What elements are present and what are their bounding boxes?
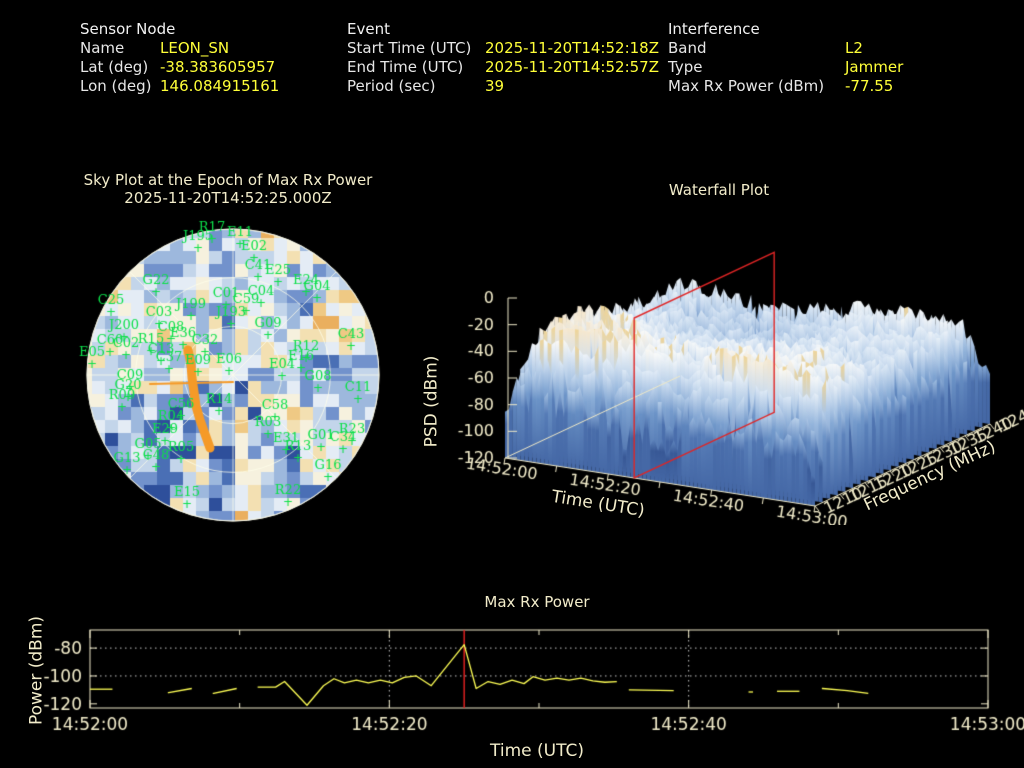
sensor-lon-row: Lon (deg) 146.084915161 — [80, 77, 279, 96]
event-period-row: Period (sec) 39 — [347, 77, 659, 96]
event-end-row: End Time (UTC) 2025-11-20T14:52:57Z — [347, 58, 659, 77]
max-rx-power-value: -77.55 — [845, 77, 894, 95]
waterfall-psd-axis-label: PSD (dBm) — [421, 355, 442, 448]
band-value: L2 — [845, 39, 863, 57]
interference-band-row: Band L2 — [668, 39, 903, 58]
sky-plot-title-line1: Sky Plot at the Epoch of Max Rx Power — [83, 171, 373, 189]
start-time-label: Start Time (UTC) — [347, 39, 472, 57]
sky-plot-canvas — [40, 212, 430, 552]
end-time-value: 2025-11-20T14:52:57Z — [485, 58, 659, 76]
period-label: Period (sec) — [347, 77, 436, 95]
event-title: Event — [347, 20, 390, 38]
type-value: Jammer — [845, 58, 904, 76]
power-axis-label: Power (dBm) — [26, 615, 47, 726]
interference-type-row: Type Jammer — [668, 58, 903, 77]
end-time-label: End Time (UTC) — [347, 58, 464, 76]
lon-label: Lon (deg) — [80, 77, 152, 95]
event-panel: Event Start Time (UTC) 2025-11-20T14:52:… — [347, 20, 659, 96]
interference-title: Interference — [668, 20, 760, 38]
sky-plot-title: Sky Plot at the Epoch of Max Rx Power 20… — [33, 171, 423, 207]
sensor-name-row: Name LEON_SN — [80, 39, 279, 58]
time-axis-label: Time (UTC) — [490, 741, 584, 761]
lon-value: 146.084915161 — [160, 77, 280, 95]
sensor-node-panel: Sensor Node Name LEON_SN Lat (deg) -38.3… — [80, 20, 279, 96]
band-label: Band — [668, 39, 707, 57]
event-start-row: Start Time (UTC) 2025-11-20T14:52:18Z — [347, 39, 659, 58]
type-label: Type — [668, 58, 703, 76]
max-rx-power-canvas — [20, 612, 1024, 752]
sky-plot-title-line2: 2025-11-20T14:52:25.000Z — [124, 189, 332, 207]
interference-maxpower-row: Max Rx Power (dBm) -77.55 — [668, 77, 903, 96]
start-time-value: 2025-11-20T14:52:18Z — [485, 39, 659, 57]
max-rx-power-title: Max Rx Power — [484, 593, 590, 611]
waterfall-canvas — [420, 225, 1024, 525]
interference-panel: Interference Band L2 Type Jammer Max Rx … — [668, 20, 903, 96]
name-label: Name — [80, 39, 125, 57]
sensor-lat-row: Lat (deg) -38.383605957 — [80, 58, 279, 77]
waterfall-title: Waterfall Plot — [668, 181, 770, 199]
lat-label: Lat (deg) — [80, 58, 149, 76]
sensor-node-title: Sensor Node — [80, 20, 176, 38]
period-value: 39 — [485, 77, 505, 95]
name-value: LEON_SN — [160, 39, 230, 57]
lat-value: -38.383605957 — [160, 58, 276, 76]
max-rx-power-label: Max Rx Power (dBm) — [668, 77, 825, 95]
